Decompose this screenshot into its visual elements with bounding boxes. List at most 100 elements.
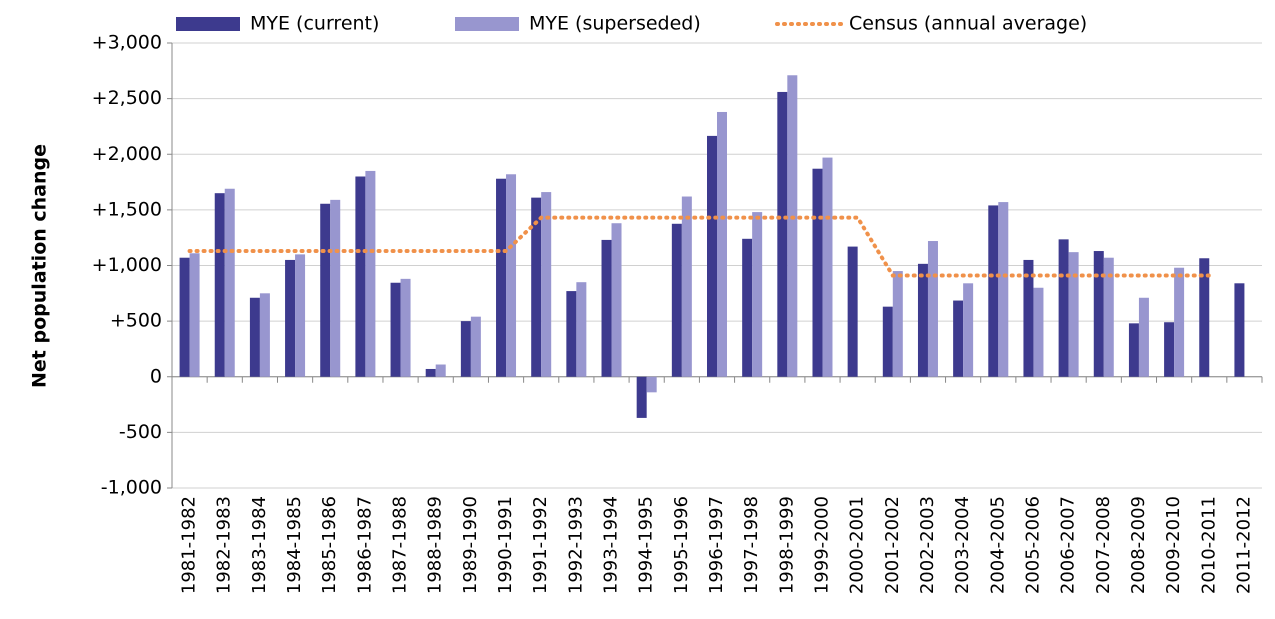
- bar: [365, 170, 376, 377]
- y-axis-label: Net population change: [29, 144, 51, 388]
- x-tick-label: 2007-2008: [1093, 496, 1114, 594]
- x-tick-label: 2008-2009: [1128, 496, 1149, 594]
- bar: [400, 278, 411, 377]
- y-tick-label: -1,000: [101, 477, 162, 499]
- bar: [249, 297, 260, 377]
- x-tick-label: 2000-2001: [847, 496, 868, 594]
- bar: [927, 241, 938, 377]
- bar: [435, 364, 446, 377]
- bar: [214, 193, 225, 377]
- bar: [1164, 322, 1175, 377]
- bar: [566, 291, 577, 377]
- bar: [179, 257, 190, 377]
- x-tick-label: 1982-1983: [214, 496, 235, 594]
- bar: [1103, 257, 1114, 377]
- bar: [636, 376, 647, 418]
- bar: [1058, 239, 1069, 377]
- legend-label: MYE (current): [250, 13, 379, 35]
- bar: [953, 300, 964, 377]
- x-tick-label: 2003-2004: [952, 496, 973, 594]
- bar: [576, 282, 587, 377]
- x-tick-label: 1990-1991: [495, 496, 516, 594]
- bar: [742, 238, 753, 377]
- y-tick-label: +3,000: [92, 32, 162, 54]
- bar: [531, 197, 542, 377]
- bar: [541, 192, 552, 377]
- legend-swatch: [176, 17, 240, 31]
- x-tick-label: 2009-2010: [1163, 496, 1184, 594]
- y-tick-label: +1,000: [92, 254, 162, 276]
- x-tick-label: 2002-2003: [917, 496, 938, 594]
- bar: [988, 205, 999, 377]
- bar: [355, 176, 366, 377]
- x-tick-label: 1997-1998: [741, 496, 762, 594]
- x-tick-label: 1984-1985: [284, 496, 305, 594]
- bar: [1128, 323, 1139, 377]
- bar: [681, 196, 692, 377]
- x-tick-label: 1998-1999: [776, 496, 797, 594]
- x-tick-label: 1985-1986: [319, 496, 340, 594]
- legend-swatch: [455, 17, 519, 31]
- bar: [460, 321, 471, 377]
- bar: [1033, 287, 1044, 377]
- x-tick-label: 1981-1982: [179, 496, 200, 594]
- x-tick-label: 2011-2012: [1233, 496, 1254, 594]
- bar: [285, 259, 296, 377]
- legend-label: Census (annual average): [849, 13, 1087, 35]
- bar: [1234, 283, 1245, 377]
- x-tick-label: 1988-1989: [425, 496, 446, 594]
- legend-label: MYE (superseded): [529, 13, 701, 35]
- y-tick-label: +2,500: [92, 87, 162, 109]
- bar: [646, 376, 657, 393]
- bar: [917, 263, 928, 377]
- bar: [812, 168, 823, 377]
- bar: [330, 199, 341, 377]
- bar: [425, 368, 436, 377]
- bar: [189, 253, 200, 377]
- bar: [320, 203, 331, 377]
- x-tick-label: 2006-2007: [1058, 496, 1079, 594]
- bar: [671, 223, 682, 377]
- bar: [998, 202, 1009, 377]
- x-tick-label: 1993-1994: [601, 496, 622, 594]
- bar: [506, 174, 517, 377]
- bar: [892, 271, 903, 377]
- bar: [822, 157, 833, 377]
- bar: [717, 111, 727, 377]
- bar: [611, 223, 622, 377]
- bar: [1093, 251, 1104, 377]
- bar: [752, 212, 763, 377]
- x-tick-label: 2004-2005: [987, 496, 1008, 594]
- x-tick-label: 1992-1993: [565, 496, 586, 594]
- bar: [1199, 258, 1210, 377]
- census-line: [187, 215, 1212, 278]
- x-tick-label: 1987-1988: [390, 496, 411, 594]
- y-tick-label: -500: [119, 421, 162, 443]
- x-tick-label: 1991-1992: [530, 496, 551, 594]
- bar: [1068, 252, 1079, 377]
- bar: [601, 239, 612, 377]
- x-tick-label: 2001-2002: [882, 496, 903, 594]
- bar: [390, 282, 401, 377]
- bar: [295, 254, 306, 377]
- y-tick-label: +1,500: [92, 198, 162, 220]
- bar: [787, 75, 798, 377]
- y-tick-label: +500: [110, 310, 162, 332]
- bar: [882, 306, 893, 377]
- x-tick-label: 1983-1984: [249, 496, 270, 594]
- x-tick-label: 1986-1987: [354, 496, 375, 594]
- bar: [777, 91, 788, 377]
- bar: [847, 246, 858, 377]
- bar: [496, 178, 507, 377]
- x-tick-label: 1999-2000: [811, 496, 832, 594]
- bar: [470, 316, 481, 377]
- bar: [707, 135, 717, 377]
- bar: [1174, 267, 1185, 377]
- x-tick-label: 1989-1990: [460, 496, 481, 594]
- bar: [259, 293, 270, 377]
- y-tick-label: +2,000: [92, 143, 162, 165]
- x-tick-label: 2005-2006: [1022, 496, 1043, 594]
- x-tick-label: 1996-1997: [706, 496, 727, 594]
- x-tick-label: 1995-1996: [671, 496, 692, 594]
